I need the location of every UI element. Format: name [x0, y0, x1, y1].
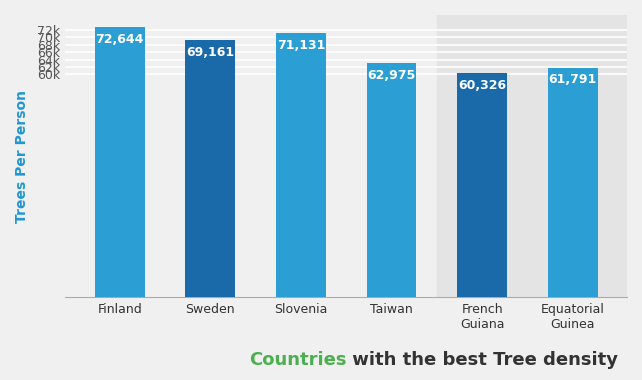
- Bar: [95, 27, 144, 297]
- Bar: [186, 40, 235, 297]
- Bar: [457, 73, 507, 297]
- Text: 71,131: 71,131: [277, 39, 325, 52]
- Bar: [367, 63, 417, 297]
- Text: Countries: Countries: [248, 351, 346, 369]
- Y-axis label: Trees Per Person: Trees Per Person: [15, 90, 29, 223]
- Text: 72,644: 72,644: [96, 33, 144, 46]
- Text: 62,975: 62,975: [367, 69, 415, 82]
- Bar: [548, 68, 598, 297]
- Text: 69,161: 69,161: [186, 46, 234, 59]
- Bar: [276, 33, 326, 297]
- Text: 60,326: 60,326: [458, 79, 506, 92]
- Text: with the best Tree density: with the best Tree density: [346, 351, 618, 369]
- Text: 61,791: 61,791: [548, 73, 597, 86]
- Bar: [437, 15, 627, 297]
